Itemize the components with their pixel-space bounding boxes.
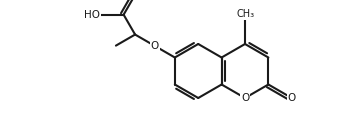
Text: O: O [151,41,159,51]
Text: HO: HO [84,10,100,20]
Text: CH₃: CH₃ [237,9,255,19]
Text: O: O [288,93,296,103]
Text: O: O [241,93,249,103]
